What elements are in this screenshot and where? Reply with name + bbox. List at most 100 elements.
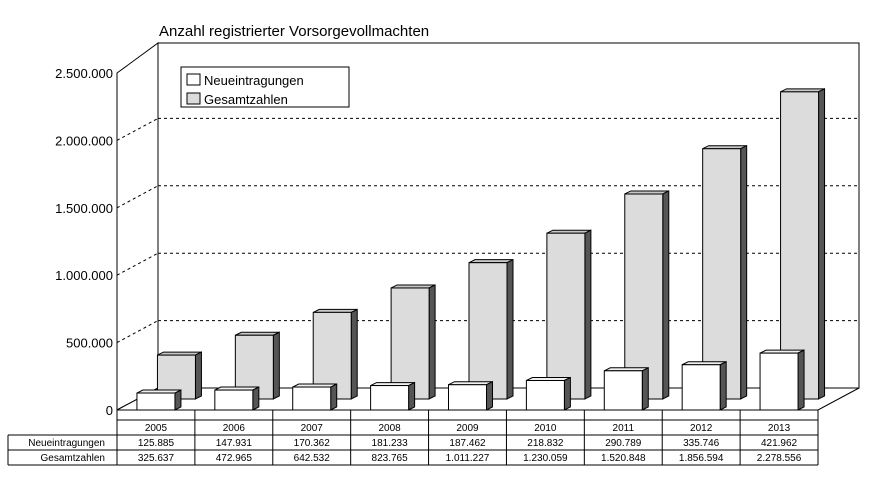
x-tick-label: 2005 <box>145 423 168 434</box>
y-tick-label: 2.000.000 <box>55 133 113 148</box>
legend-swatch <box>186 73 201 86</box>
bar-side <box>563 376 571 411</box>
bar-front <box>370 385 410 411</box>
bar-neueintragungen-2005 <box>136 389 182 411</box>
data-label: 170.362 <box>294 438 331 449</box>
gridline-side <box>116 117 159 141</box>
bar-front <box>390 287 430 400</box>
data-label: 290.789 <box>605 438 642 449</box>
legend: Neueintragungen Gesamtzahlen <box>180 66 350 108</box>
data-table: 2005 125.885 325.637 2006 147.931 472.965 2007… <box>7 410 819 466</box>
data-label: 218.832 <box>527 438 564 449</box>
bar-side <box>506 258 514 400</box>
bar-neueintragungen-2013 <box>759 349 805 411</box>
bar-side <box>662 190 670 400</box>
legend-item-gesamtzahlen: Gesamtzahlen <box>186 92 288 107</box>
bar-side <box>174 389 182 411</box>
side-wall <box>116 42 159 411</box>
bar-front <box>546 232 586 400</box>
x-tick-label: 2007 <box>301 423 324 434</box>
data-label: 125.885 <box>138 438 175 449</box>
bar-front <box>681 364 721 411</box>
bar-side <box>272 331 280 400</box>
legend-label: Neueintragungen <box>204 73 304 88</box>
x-tick-label: 2010 <box>534 423 557 434</box>
bar-gesamtzahlen-2009 <box>468 258 514 400</box>
chart-title: Anzahl registrierter Vorsorgevollmachten <box>159 23 429 40</box>
bar-side <box>350 308 358 400</box>
data-label: 1.520.848 <box>601 453 646 464</box>
x-tick-label: 2012 <box>690 423 713 434</box>
data-label: 335.746 <box>683 438 720 449</box>
y-tick-label: 1.500.000 <box>55 201 113 216</box>
data-label: 325.637 <box>138 453 175 464</box>
y-axis: 0 500.000 1.000.000 1.500.000 2.000.000 2.500… <box>55 66 113 418</box>
data-label: 1.011.227 <box>446 453 490 464</box>
x-tick-label: 2009 <box>456 423 479 434</box>
data-label: 1.230.059 <box>523 453 568 464</box>
bar-side <box>584 229 592 400</box>
bar-side <box>330 383 338 411</box>
y-tick-label: 0 <box>106 403 113 418</box>
bar-side <box>252 386 260 411</box>
bar-side <box>428 284 436 400</box>
bar-neueintragungen-2008 <box>370 381 416 411</box>
x-tick-label: 2008 <box>378 423 401 434</box>
bar-neueintragungen-2010 <box>525 376 571 411</box>
data-label: 1.856.594 <box>679 453 724 464</box>
data-label: 187.462 <box>449 438 486 449</box>
bar-gesamtzahlen-2008 <box>390 284 436 400</box>
legend-label: Gesamtzahlen <box>204 92 288 107</box>
data-label: 181.233 <box>372 438 409 449</box>
legend-swatch <box>186 92 201 105</box>
bar-gesamtzahlen-2013 <box>780 88 826 400</box>
bar-front <box>468 262 508 400</box>
bar-front <box>780 91 820 400</box>
bar-neueintragungen-2007 <box>292 383 338 411</box>
bar-front <box>214 389 254 411</box>
bar-gesamtzahlen-2006 <box>234 331 280 400</box>
table-row-label: Neueintragungen <box>28 438 105 449</box>
bar-neueintragungen-2011 <box>603 366 649 411</box>
bar-neueintragungen-2006 <box>214 386 260 411</box>
y-tick-label: 1.000.000 <box>55 268 113 283</box>
bar-side <box>797 349 805 411</box>
bar-neueintragungen-2009 <box>448 380 493 411</box>
gridline-side <box>116 320 159 344</box>
data-label: 147.931 <box>216 438 253 449</box>
bar-side <box>818 88 826 400</box>
bar-front <box>525 380 565 411</box>
bars <box>136 88 826 411</box>
bar-front <box>759 352 799 411</box>
y-tick-label: 500.000 <box>66 336 113 351</box>
bar-side <box>719 360 727 411</box>
gridline-side <box>116 252 159 276</box>
bar-side <box>194 351 202 400</box>
bar-front <box>136 392 176 411</box>
bar-front <box>702 148 742 400</box>
y-tick-label: 2.500.000 <box>55 66 113 81</box>
bar-side <box>740 144 748 400</box>
x-tick-label: 2013 <box>768 423 791 434</box>
data-label: 642.532 <box>294 453 331 464</box>
data-label: 472.965 <box>216 453 253 464</box>
bar-front <box>603 370 643 411</box>
data-label: 2.278.556 <box>757 453 802 464</box>
bar-gesamtzahlen-2010 <box>546 229 592 400</box>
legend-box <box>180 66 350 108</box>
data-label: 823.765 <box>372 453 409 464</box>
bar-neueintragungen-2012 <box>681 360 727 411</box>
x-tick-label: 2011 <box>613 423 635 434</box>
bar-front <box>292 386 332 411</box>
x-tick-label: 2006 <box>223 423 246 434</box>
table-row-label: Gesamtzahlen <box>41 453 105 464</box>
data-label: 421.962 <box>761 438 798 449</box>
legend-item-neueintragungen: Neueintragungen <box>186 73 304 88</box>
bar-side <box>486 380 493 411</box>
bar-gesamtzahlen-2012 <box>702 144 748 400</box>
bar-side <box>408 381 416 411</box>
bar-side <box>641 366 649 411</box>
bar-front <box>448 384 487 411</box>
